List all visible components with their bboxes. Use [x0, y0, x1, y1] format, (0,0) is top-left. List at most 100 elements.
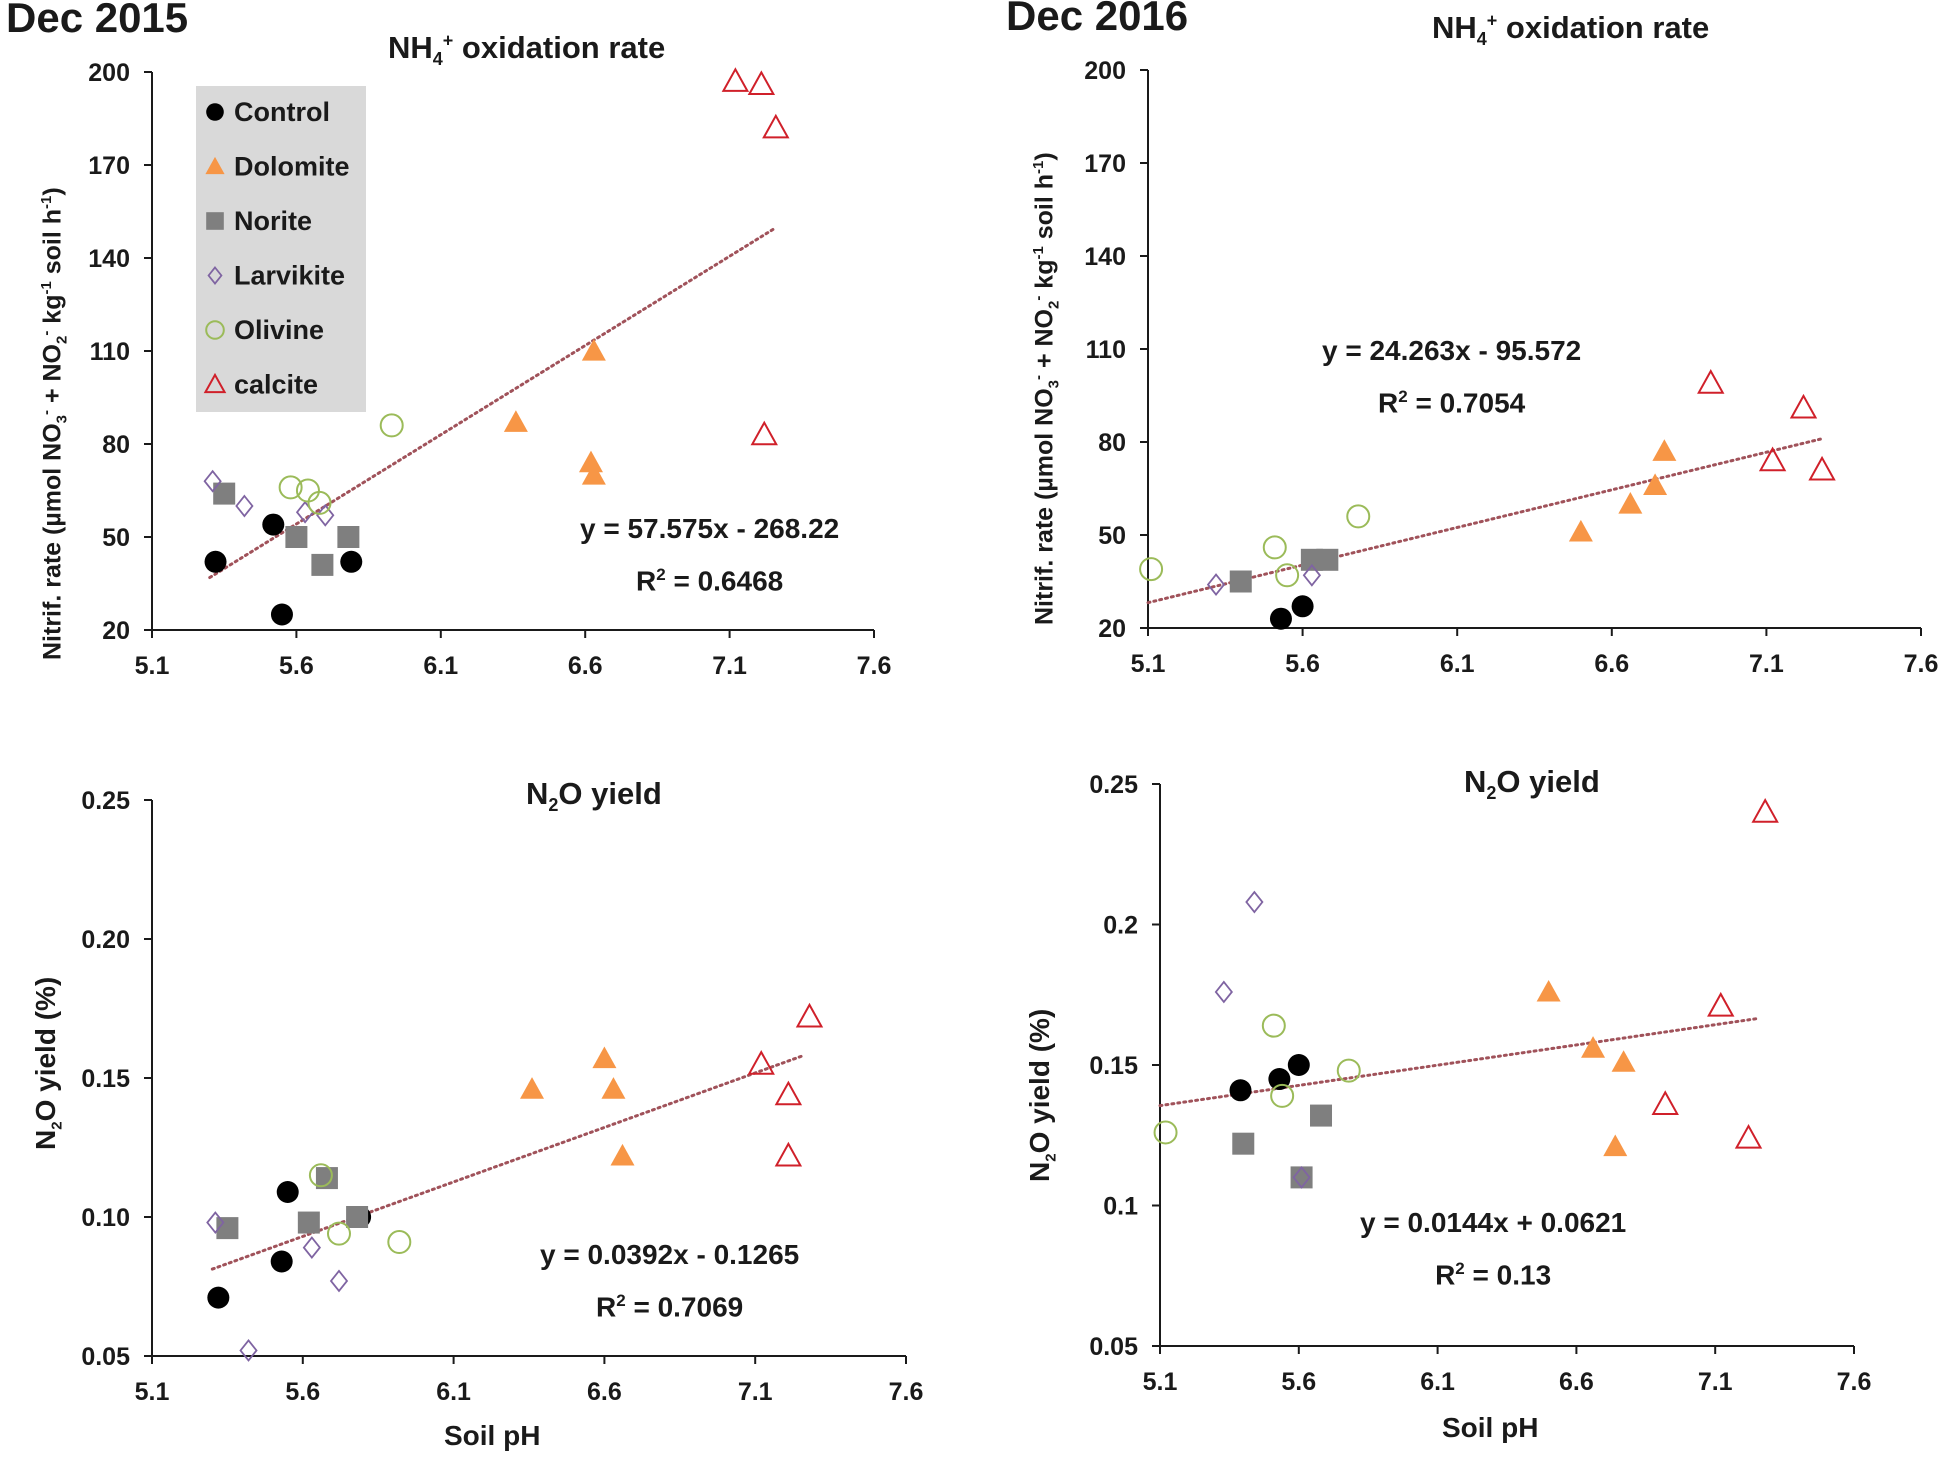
- data-point-control: [204, 550, 227, 573]
- y-tick-label: 0.2: [1103, 912, 1138, 940]
- r2-value: = 0.13: [1464, 1259, 1552, 1291]
- data-point-larvikite: [1206, 573, 1226, 597]
- r2-label: R: [635, 565, 657, 597]
- title-subscript: 2: [548, 795, 559, 816]
- data-point-calcite: [1758, 446, 1787, 472]
- title-subscript: 4: [432, 49, 443, 70]
- data-point-olivine: [1275, 563, 1300, 588]
- x-tick-label: 6.1: [1420, 1368, 1455, 1396]
- data-point-calcite: [1734, 1124, 1763, 1149]
- x-tick-label: 7.6: [857, 652, 892, 680]
- chart-title-nh4-2016: NH4+ oxidation rate: [1432, 10, 1709, 50]
- panel-label-dec-2015: Dec 2015: [6, 0, 189, 41]
- r2-sup: 2: [616, 1291, 626, 1310]
- x-tick-label: 6.1: [423, 652, 458, 680]
- panel-label-dec-2016: Dec 2016: [1006, 0, 1189, 39]
- legend-box: [196, 86, 366, 412]
- data-point-olivine: [1262, 535, 1287, 560]
- data-point-dolomite: [581, 463, 606, 485]
- legend-marker-calcite: [203, 372, 227, 394]
- y-tick-label: 0.10: [81, 1204, 130, 1232]
- data-point-dolomite: [610, 1143, 635, 1166]
- data-point-norite: [285, 526, 308, 548]
- regression-equation-p4: y = 0.0144x + 0.0621 R2 = 0.13: [1360, 1200, 1626, 1298]
- data-point-calcite: [747, 70, 776, 95]
- data-point-olivine: [1346, 504, 1371, 529]
- legend-label-norite: Norite: [234, 206, 312, 236]
- x-tick-label: 5.1: [1143, 1368, 1178, 1396]
- data-point-olivine: [1153, 1120, 1178, 1145]
- data-point-dolomite: [592, 1046, 617, 1069]
- y-tick-label: 0.05: [1089, 1333, 1138, 1361]
- data-point-control: [1229, 1079, 1252, 1102]
- data-point-dolomite: [1603, 1134, 1628, 1157]
- y-tick-label: 50: [1098, 522, 1126, 550]
- trendline: [1146, 437, 1824, 605]
- legend-label-calcite: calcite: [234, 370, 318, 400]
- data-point-larvikite: [295, 500, 315, 524]
- data-point-larvikite: [239, 1338, 258, 1362]
- x-tick-label: 5.1: [1131, 650, 1166, 678]
- data-point-calcite: [762, 113, 790, 139]
- y-tick-label: 0.25: [81, 787, 130, 815]
- title-text: N: [1464, 764, 1487, 799]
- y-tick-label: 80: [102, 431, 130, 459]
- r2-sup: 2: [1455, 1259, 1465, 1278]
- data-point-dolomite: [1536, 979, 1561, 1002]
- y-tick-label: 50: [102, 524, 130, 552]
- data-point-olivine: [1336, 1058, 1361, 1083]
- data-point-norite: [297, 1211, 320, 1234]
- y-tick-label: 200: [1084, 57, 1126, 85]
- data-point-larvikite: [316, 503, 335, 527]
- data-point-larvikite: [203, 469, 222, 493]
- data-point-control: [340, 550, 363, 573]
- x-tick-label: 7.1: [1749, 650, 1784, 678]
- data-point-calcite: [747, 1050, 775, 1075]
- data-point-control: [207, 1286, 230, 1309]
- legend-marker-larvikite: [207, 266, 223, 285]
- y-tick-label: 20: [1098, 615, 1126, 643]
- y-tick-label: 170: [1084, 150, 1126, 178]
- data-point-olivine: [1270, 1083, 1295, 1108]
- data-point-olivine: [326, 1221, 351, 1246]
- y-tick-label: 170: [88, 152, 130, 180]
- data-point-calcite: [750, 420, 778, 446]
- data-point-dolomite: [1652, 439, 1677, 461]
- legend-label-larvikite: Larvikite: [234, 261, 345, 291]
- r2-label: R: [595, 1291, 617, 1323]
- data-point-norite: [1316, 548, 1339, 571]
- r2-label: R: [1377, 387, 1399, 419]
- equation-text: y = 0.0144x + 0.0621: [1360, 1207, 1627, 1238]
- x-tick-label: 5.6: [285, 1378, 320, 1406]
- y-tick-label: 0.20: [81, 926, 130, 954]
- y-tick-label: 0.25: [1089, 771, 1138, 799]
- data-point-control: [1269, 607, 1292, 630]
- regression-equation-p2: y = 24.263x - 95.572 R2 = 0.7054: [1322, 328, 1581, 426]
- title-superscript: +: [1486, 10, 1498, 31]
- chart-title-n2o-2015: N2O yield: [526, 776, 662, 816]
- x-tick-label: 5.6: [1281, 1368, 1316, 1396]
- x-tick-label: 5.1: [135, 1378, 170, 1406]
- x-tick-label: 5.6: [279, 652, 314, 680]
- data-point-calcite: [1751, 798, 1779, 823]
- legend-marker-control: [206, 103, 224, 121]
- x-tick-label: 6.6: [1594, 650, 1629, 678]
- data-point-dolomite: [520, 1077, 545, 1099]
- data-point-calcite: [774, 1080, 803, 1106]
- title-text: NH: [1432, 10, 1477, 45]
- equation-text: y = 24.263x - 95.572: [1322, 335, 1582, 366]
- title-text: NH: [388, 30, 433, 65]
- data-point-control: [1291, 595, 1314, 618]
- data-point-larvikite: [1302, 563, 1322, 587]
- x-tick-label: 5.1: [135, 652, 170, 680]
- r2-text: R2 = 0.6468: [580, 552, 839, 604]
- data-point-dolomite: [503, 410, 528, 432]
- data-point-norite: [346, 1206, 369, 1228]
- y-tick-label: 20: [102, 617, 130, 645]
- y-tick-label: 0.05: [81, 1343, 130, 1371]
- trendline: [1158, 1016, 1762, 1108]
- data-point-larvikite: [1245, 890, 1264, 914]
- data-point-dolomite: [1568, 519, 1593, 542]
- regression-equation-p3: y = 0.0392x - 0.1265 R2 = 0.7069: [540, 1232, 799, 1330]
- data-point-olivine: [278, 475, 303, 500]
